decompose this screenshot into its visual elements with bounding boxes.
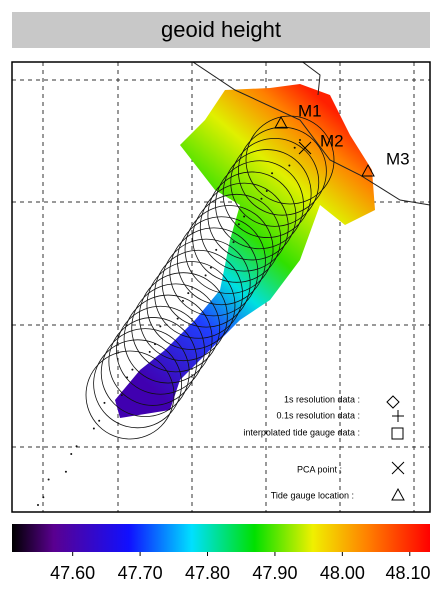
survey-circle [161, 238, 251, 328]
data-point [98, 419, 101, 422]
data-point [103, 401, 106, 404]
data-point [42, 496, 45, 499]
survey-circle [123, 294, 213, 384]
data-point [299, 139, 301, 141]
map [12, 62, 430, 512]
marker-label: M3 [386, 149, 410, 168]
legend-label: 1s resolution data : [284, 394, 360, 404]
data-point [215, 248, 218, 251]
data-point [75, 445, 78, 448]
map-frame [11, 61, 431, 513]
coastline [301, 62, 321, 96]
geoid-swath [115, 84, 375, 418]
colorbar-tick-label: 48.00 [320, 563, 365, 583]
data-point [271, 172, 274, 175]
data-point [288, 164, 291, 167]
coastline [192, 62, 430, 206]
survey-circle [222, 149, 312, 238]
data-point [243, 215, 246, 218]
data-point [209, 266, 212, 269]
survey-circle [138, 272, 228, 362]
title: geoid height [161, 17, 281, 42]
data-point [148, 350, 151, 353]
data-point [293, 146, 296, 149]
survey-circle [245, 115, 335, 205]
survey-circle [192, 193, 282, 283]
data-point [176, 317, 179, 320]
title-box [12, 12, 430, 48]
survey-circle [199, 182, 289, 272]
survey-circle [169, 227, 259, 317]
survey-circle [146, 261, 236, 350]
data-point [131, 368, 134, 371]
colorbar-tick-label: 47.90 [252, 563, 297, 583]
data-point [126, 376, 129, 379]
data-point [154, 343, 157, 346]
colorbar-tick-label: 47.60 [50, 563, 95, 583]
survey-circle [85, 350, 175, 440]
survey-circle [230, 137, 320, 227]
survey-circle [237, 126, 327, 216]
legend-label: Tide gauge location : [271, 490, 354, 500]
survey-circle [131, 283, 221, 373]
data-point [265, 190, 268, 193]
legend-label: interpolated tide gauge data : [243, 427, 360, 437]
survey-circle [207, 171, 297, 261]
data-point [159, 325, 162, 328]
data-point [120, 394, 123, 397]
data-point [237, 223, 240, 226]
data-point [47, 478, 50, 481]
survey-circle [215, 160, 304, 250]
survey-circle [93, 339, 183, 429]
colorbar-tick-label: 47.80 [185, 563, 230, 583]
survey-circle [177, 216, 266, 306]
survey-circle [108, 317, 198, 406]
data-point [70, 452, 73, 455]
colorbar-tick-label: 48.10 [385, 563, 430, 583]
survey-circle [154, 249, 243, 339]
data-point [187, 292, 190, 295]
data-point [260, 197, 263, 200]
colorbar [12, 524, 430, 552]
colorbar-tick-label: 47.70 [118, 563, 163, 583]
data-point [181, 299, 184, 302]
data-point [204, 274, 207, 277]
survey-circle [184, 205, 274, 294]
data-point [37, 504, 39, 506]
data-point [232, 241, 235, 244]
data-point [64, 470, 67, 473]
survey-circle [100, 328, 190, 418]
marker-label: M2 [320, 131, 344, 150]
marker-label: M1 [298, 101, 322, 120]
survey-circle [116, 305, 205, 395]
data-point [92, 427, 95, 430]
legend-label: 0.1s resolution data : [276, 410, 360, 420]
legend-label: PCA point : [297, 464, 342, 474]
